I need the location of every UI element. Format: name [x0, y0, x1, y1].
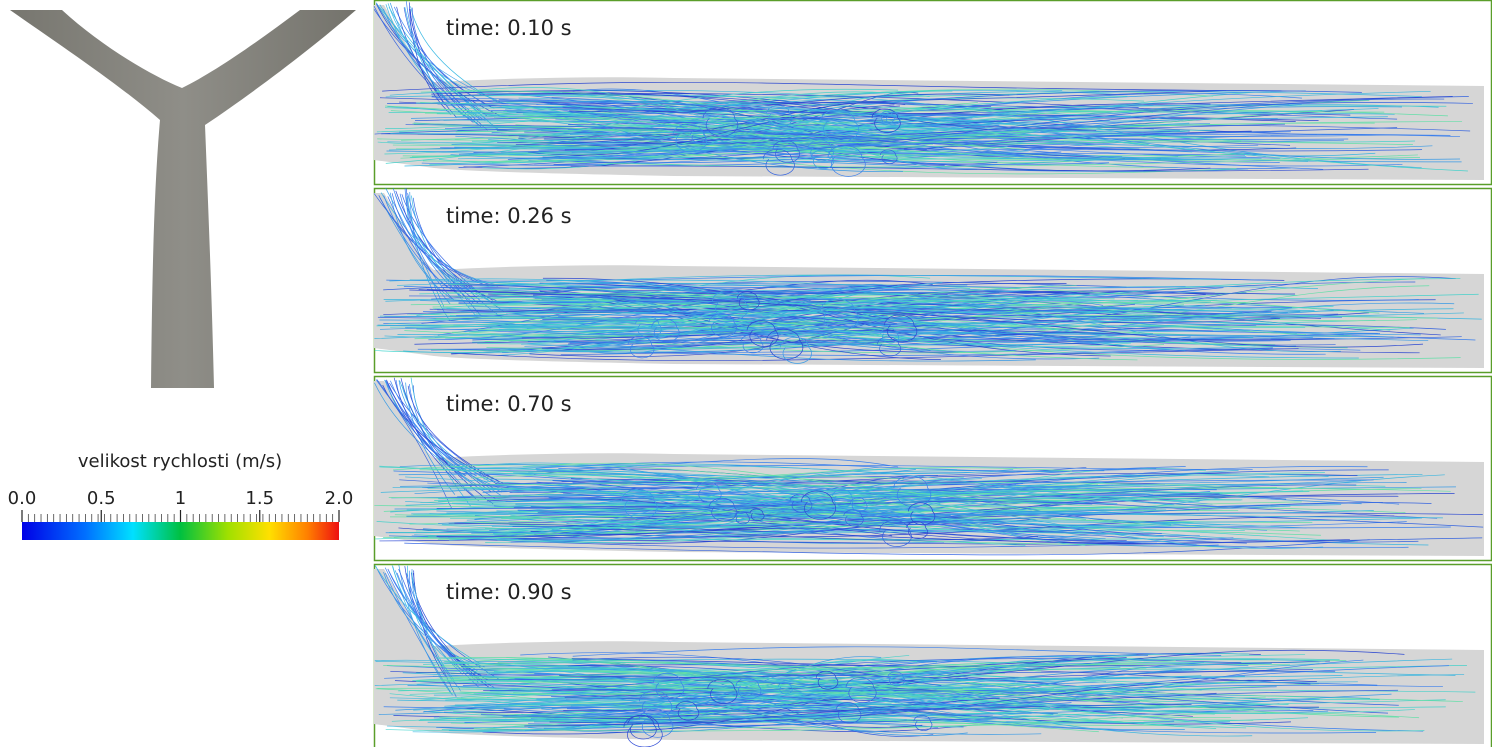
panel: time: 0.10 s	[374, 1, 1492, 185]
panels: time: 0.10 s time: 0.26 s time: 0.70 s time…	[374, 1, 1492, 747]
panel: time: 0.26 s	[374, 188, 1492, 372]
colorbar-ticks: 0.0 0.5 1 1.5 2.0	[8, 488, 354, 522]
panel: time: 0.70 s	[374, 377, 1492, 561]
panel: time: 0.90 s	[374, 565, 1492, 747]
tick-label: 1.5	[245, 488, 274, 509]
colorbar-title: velikost rychlosti (m/s)	[78, 451, 282, 472]
colorbar	[22, 522, 339, 540]
panel-label: time: 0.70 s	[446, 392, 572, 416]
figure: velikost rychlosti (m/s) 0.0 0.5 1 1.5 2.0 t…	[0, 0, 1492, 747]
pipe-geometry	[10, 10, 356, 388]
panel-label: time: 0.10 s	[446, 16, 572, 40]
tick-label: 2.0	[325, 488, 354, 509]
tick-label: 0.0	[8, 488, 37, 509]
tick-label: 0.5	[87, 488, 116, 509]
panel-label: time: 0.26 s	[446, 204, 572, 228]
panel-label: time: 0.90 s	[446, 580, 572, 604]
tick-label: 1	[175, 488, 186, 509]
